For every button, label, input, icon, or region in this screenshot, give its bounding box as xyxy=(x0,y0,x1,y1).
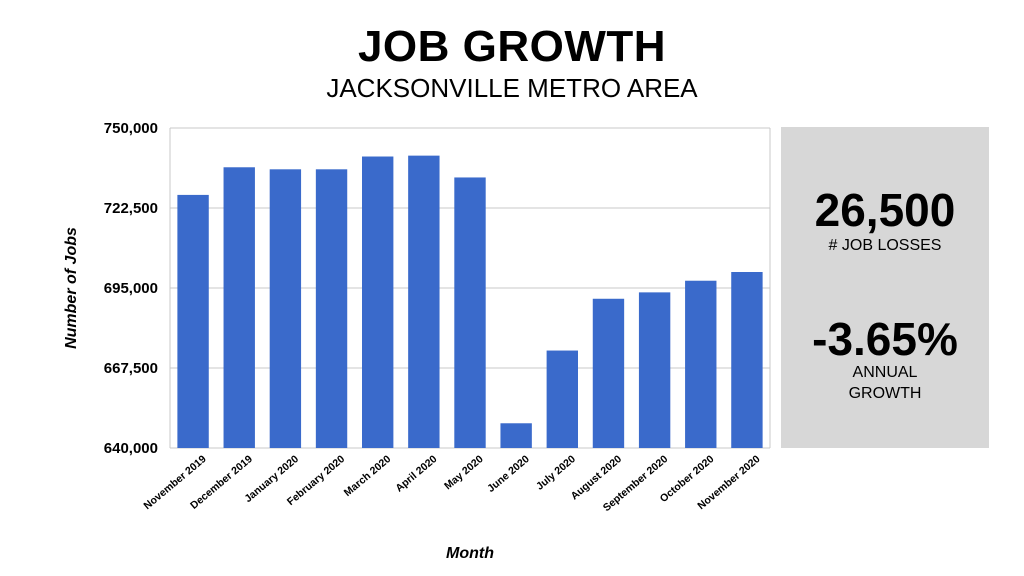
bar xyxy=(592,298,625,448)
job-losses-value: 26,500 xyxy=(814,184,956,236)
bar xyxy=(685,280,717,448)
chart-title: JOB GROWTH xyxy=(357,22,667,71)
y-tick-label: 695,000 xyxy=(104,280,158,297)
x-tick-label: April 2020 xyxy=(393,453,439,495)
bar xyxy=(454,177,486,449)
bar xyxy=(315,169,348,449)
bar xyxy=(269,169,302,449)
x-tick-label: June 2020 xyxy=(485,453,532,495)
y-tick-label: 640,000 xyxy=(104,440,158,457)
bar xyxy=(731,272,763,448)
annual-growth-value: -3.65% xyxy=(812,313,958,365)
x-tick-label: March 2020 xyxy=(342,453,394,499)
job-losses-label: # JOB LOSSES xyxy=(828,237,942,254)
bar xyxy=(500,423,532,448)
annual-growth-label-line1: ANNUAL xyxy=(852,364,918,381)
y-axis-ticks: 640,000 667,500 695,000 722,500 750,000 xyxy=(104,120,158,457)
y-tick-label: 667,500 xyxy=(104,360,158,377)
bar xyxy=(638,292,671,448)
bars xyxy=(177,155,763,449)
summary-panel: 26,500 # JOB LOSSES -3.65% ANNUAL GROWTH xyxy=(781,127,989,448)
x-tick-label: May 2020 xyxy=(442,453,486,492)
annual-growth-label-line2: GROWTH xyxy=(848,385,922,402)
chart-subtitle: JACKSONVILLE METRO AREA xyxy=(326,73,698,103)
x-axis-title: Month xyxy=(446,545,494,562)
bar xyxy=(362,156,394,448)
bar xyxy=(223,167,255,449)
bar xyxy=(177,194,209,448)
bar xyxy=(408,155,440,449)
y-tick-label: 750,000 xyxy=(104,120,158,137)
bar xyxy=(546,350,578,448)
x-tick-label: July 2020 xyxy=(534,453,578,493)
y-axis-title: Number of Jobs xyxy=(63,227,80,349)
y-tick-label: 722,500 xyxy=(104,200,158,217)
